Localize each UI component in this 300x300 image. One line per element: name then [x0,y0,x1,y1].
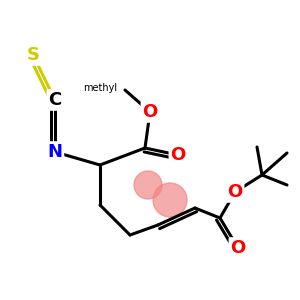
Text: O: O [142,103,158,121]
Text: O: O [170,146,186,164]
Text: S: S [26,46,40,64]
Text: O: O [227,183,243,201]
Circle shape [134,171,162,199]
Text: N: N [47,143,62,161]
Text: methyl: methyl [83,83,117,93]
Circle shape [153,183,187,217]
Text: O: O [230,239,246,257]
Text: C: C [48,91,62,109]
